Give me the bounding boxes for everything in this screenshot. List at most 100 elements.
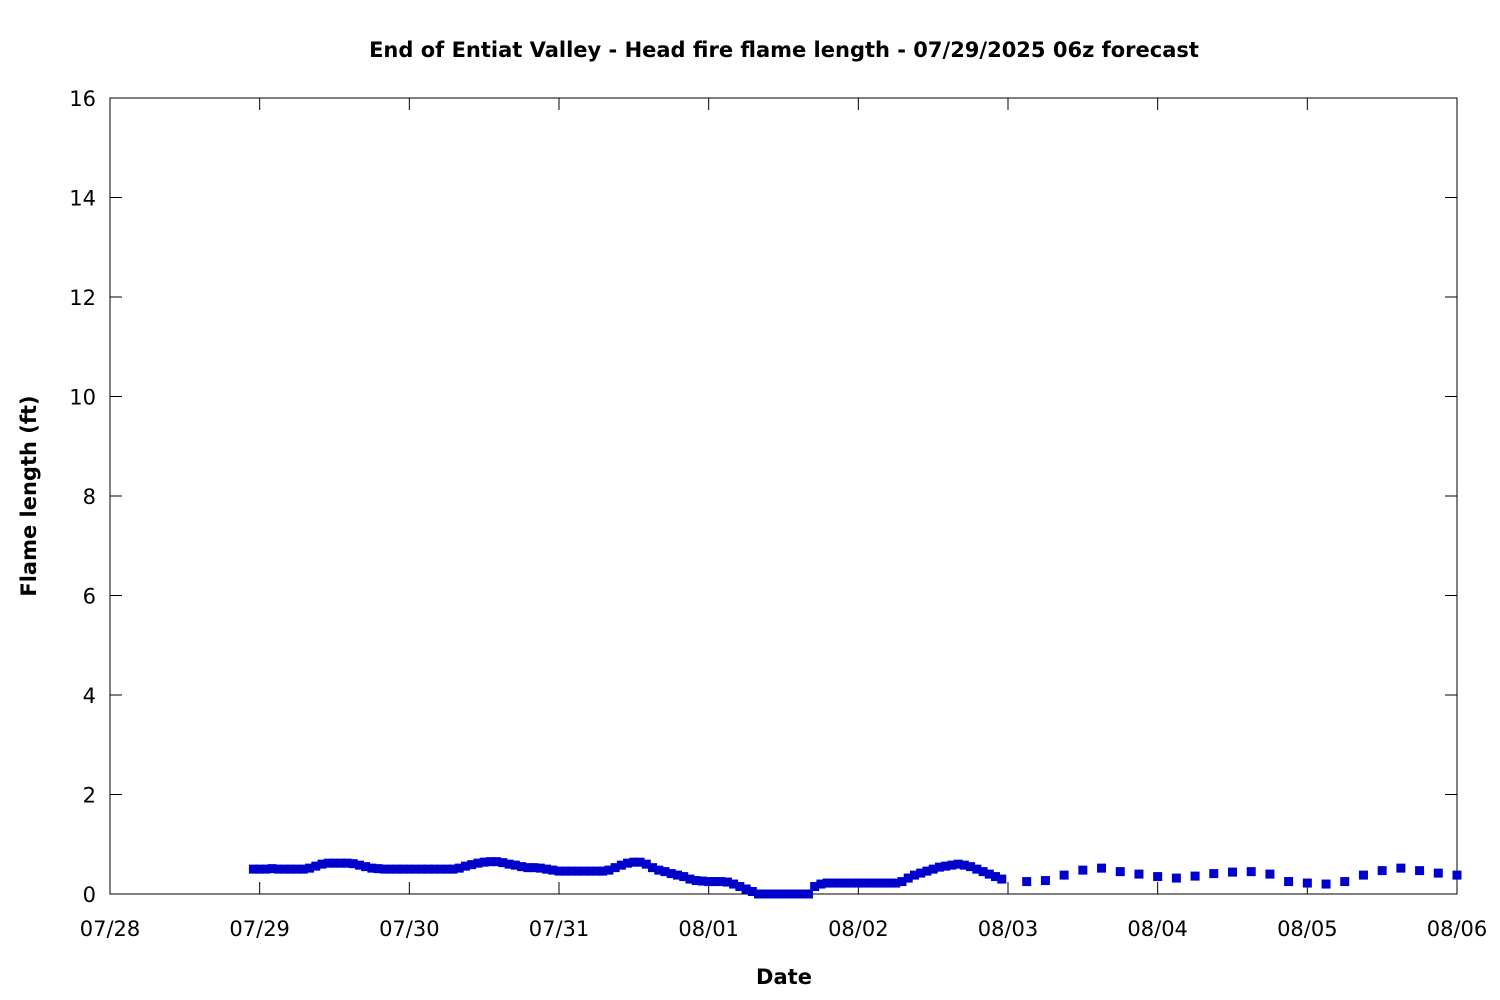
x-tick-label: 08/03 — [978, 917, 1039, 941]
data-point — [816, 879, 826, 889]
data-point — [554, 866, 564, 876]
data-point — [860, 878, 870, 888]
data-point — [791, 889, 801, 899]
data-point — [779, 889, 788, 899]
x-tick-label: 08/06 — [1427, 917, 1488, 941]
data-point — [255, 864, 265, 874]
x-tick-label: 07/28 — [80, 917, 141, 941]
data-point — [909, 870, 919, 880]
data-point — [292, 864, 302, 874]
data-point — [323, 858, 333, 868]
data-point — [1302, 878, 1312, 888]
data-point — [336, 858, 346, 868]
data-point — [704, 877, 714, 887]
data-point — [1433, 868, 1443, 878]
y-tick-label: 14 — [69, 187, 96, 211]
data-point — [997, 874, 1007, 884]
data-point — [1059, 870, 1069, 880]
data-point — [510, 860, 520, 870]
y-tick-label: 8 — [83, 485, 96, 509]
data-point — [591, 866, 601, 876]
data-point — [411, 864, 421, 874]
data-point — [1321, 879, 1331, 889]
data-point — [517, 862, 527, 872]
x-tick-label: 07/29 — [229, 917, 290, 941]
data-point — [442, 864, 452, 874]
data-point — [361, 862, 371, 872]
data-point — [392, 864, 402, 874]
data-point — [766, 889, 776, 899]
data-point — [959, 860, 969, 870]
data-point — [492, 857, 502, 867]
data-point — [641, 859, 651, 869]
data-point — [785, 889, 795, 899]
data-point — [454, 863, 464, 873]
data-point — [560, 866, 570, 876]
data-point — [566, 866, 576, 876]
data-point — [498, 858, 508, 868]
data-point — [467, 860, 477, 870]
data-point — [367, 863, 377, 873]
data-point — [579, 866, 589, 876]
data-point — [1022, 877, 1032, 887]
data-point — [305, 863, 315, 873]
data-point — [1265, 869, 1275, 879]
y-axis: 0 2 4 6 8 10 12 14 16 — [69, 87, 1457, 907]
data-point — [947, 860, 957, 870]
x-tick-label: 08/05 — [1277, 917, 1338, 941]
x-axis: 07/28 07/29 07/30 07/31 08/01 08/02 08/03 08/04… — [80, 98, 1488, 941]
data-point — [1396, 863, 1406, 873]
data-point — [473, 858, 483, 868]
data-point — [1452, 870, 1462, 880]
data-point — [635, 857, 645, 867]
data-point — [604, 865, 614, 875]
data-point — [747, 887, 757, 897]
data-point — [261, 864, 271, 874]
x-axis-label: Date — [756, 965, 812, 989]
data-point — [429, 864, 439, 874]
data-point — [623, 858, 633, 868]
data-point — [810, 882, 820, 892]
data-point — [772, 889, 782, 899]
x-tick-label: 08/04 — [1127, 917, 1188, 941]
data-point — [417, 864, 427, 874]
data-point — [803, 889, 813, 899]
data-point — [972, 864, 982, 874]
data-point — [286, 864, 296, 874]
data-point — [866, 878, 876, 888]
data-point — [330, 858, 339, 868]
data-point — [542, 864, 552, 874]
data-point — [1377, 866, 1387, 876]
data-point — [691, 876, 701, 886]
chart-title: End of Entiat Valley - Head fire flame l… — [369, 38, 1199, 62]
data-point — [348, 859, 358, 869]
data-point — [373, 864, 383, 874]
data-point — [504, 859, 514, 869]
data-point — [903, 873, 913, 883]
data-points — [248, 857, 1462, 899]
data-point — [741, 884, 751, 894]
data-point — [1153, 872, 1163, 882]
data-point — [280, 864, 290, 874]
data-point — [666, 869, 676, 879]
data-point — [1209, 869, 1219, 879]
data-point — [1171, 873, 1181, 883]
data-point — [485, 857, 495, 867]
data-point — [722, 877, 732, 887]
data-point — [1040, 876, 1050, 886]
data-point — [978, 867, 988, 877]
data-point — [354, 860, 364, 870]
data-point — [460, 861, 470, 871]
data-point — [548, 865, 558, 875]
x-tick-label: 07/31 — [529, 917, 590, 941]
data-point — [847, 878, 857, 888]
y-tick-label: 12 — [69, 286, 96, 310]
data-point — [1340, 877, 1350, 887]
x-tick-label: 08/01 — [678, 917, 739, 941]
data-point — [1358, 870, 1368, 880]
data-point — [697, 876, 707, 886]
data-point — [248, 864, 258, 874]
data-point — [616, 860, 626, 870]
x-tick-label: 07/30 — [379, 917, 440, 941]
